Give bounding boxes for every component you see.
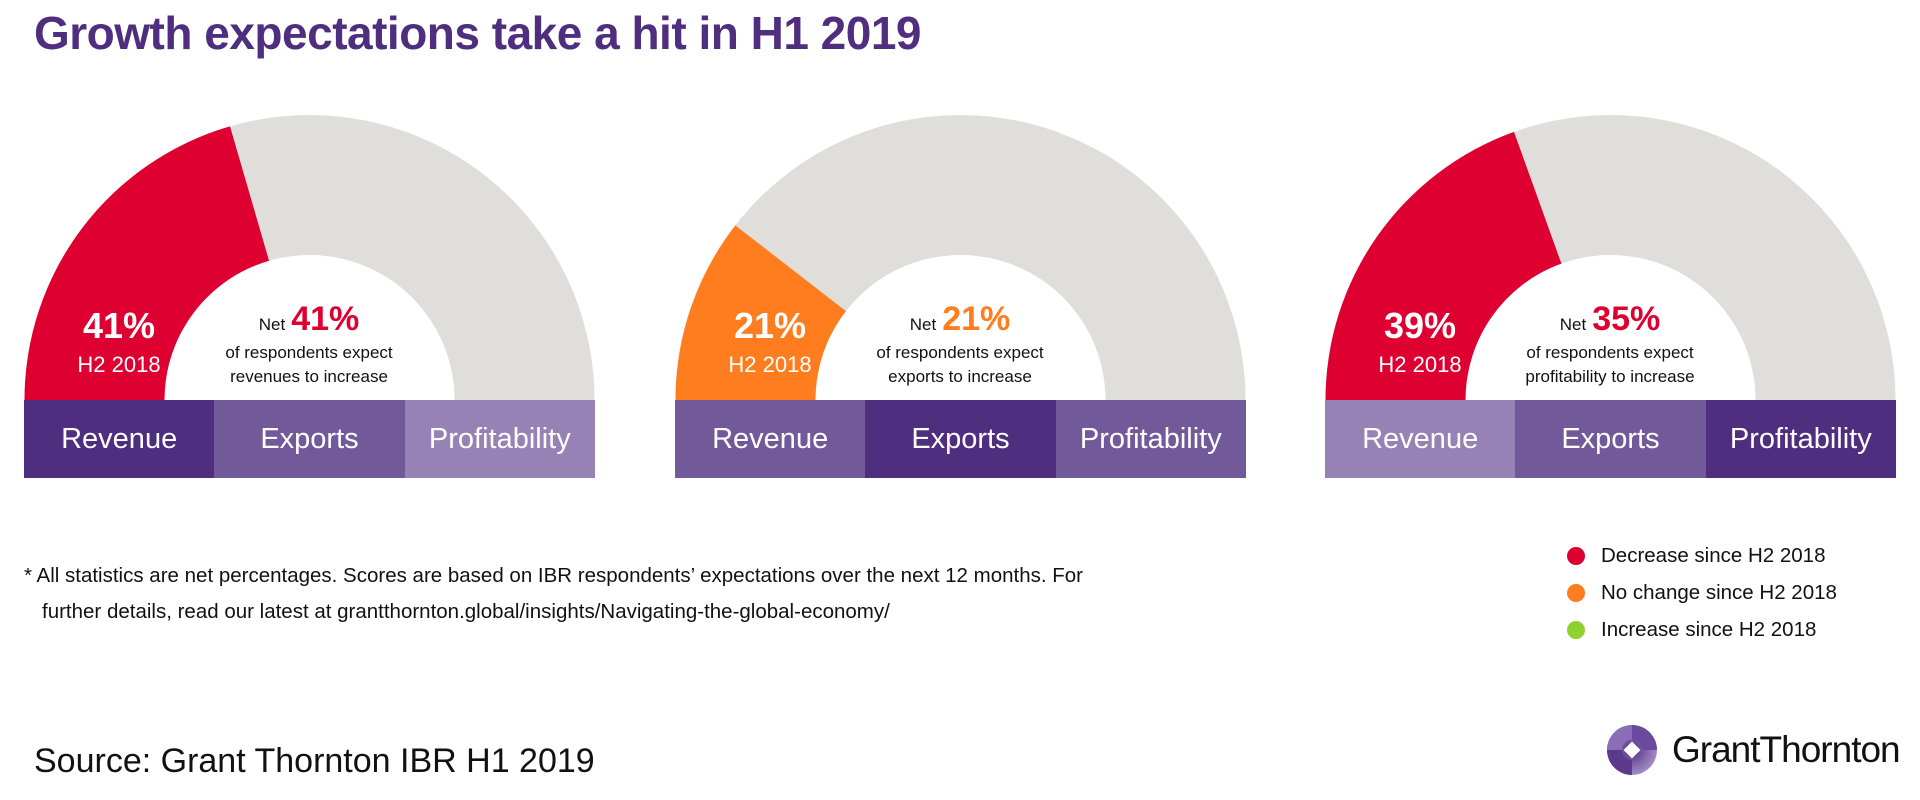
net-description-2: revenues to increase [230,367,388,386]
net-summary: Net 41% of respondents expect revenues to… [189,300,429,389]
previous-period: H2 2018 [1378,352,1462,377]
grant-thornton-swirl-icon [1607,725,1657,775]
net-description-1: of respondents expect [1526,343,1694,362]
net-value: 41% [291,300,360,338]
legend: Decrease since H2 2018 No change since H… [1567,537,1837,648]
orange-dot-icon [1567,583,1585,602]
legend-label: Decrease since H2 2018 [1601,543,1826,567]
net-description-1: of respondents expect [225,343,393,362]
legend-label: No change since H2 2018 [1601,580,1837,604]
gauge-arc [24,115,595,400]
net-label: Net [909,315,937,334]
previous-percentage: 41% [82,305,156,346]
metric-tabs: Revenue Exports Profitability [675,400,1246,478]
net-label: Net [258,315,286,334]
tab-revenue[interactable]: Revenue [24,400,215,478]
gauge-exports: 21% H2 2018 Net 21% of respondents expect… [675,100,1246,480]
gauge-arc [675,115,1246,400]
gauge-revenue: 41% H2 2018 Net 41% of respondents expect… [24,100,595,480]
gauge-fill [24,126,270,400]
footnote-line-1: * All statistics are net percentages. Sc… [24,564,1083,587]
net-value: 35% [1592,300,1661,338]
tab-revenue[interactable]: Revenue [1325,400,1516,478]
legend-item-increase: Increase since H2 2018 [1567,611,1837,648]
tab-revenue[interactable]: Revenue [675,400,866,478]
tab-profitability[interactable]: Profitability [1705,400,1896,478]
previous-percentage: 39% [1383,305,1457,346]
gauge-profitability: 39% H2 2018 Net 35% of respondents expect… [1325,100,1896,480]
legend-item-decrease: Decrease since H2 2018 [1567,537,1837,574]
legend-label: Increase since H2 2018 [1601,617,1817,641]
footnote: * All statistics are net percentages. Sc… [24,558,1284,630]
source-note: Source: Grant Thornton IBR H1 2019 [34,742,595,780]
red-dot-icon [1567,546,1585,565]
net-value: 21% [942,300,1011,338]
previous-period: H2 2018 [728,352,812,377]
metric-tabs: Revenue Exports Profitability [24,400,595,478]
gauge-fill [1325,131,1562,400]
logo-text: GrantThornton [1672,729,1901,770]
grant-thornton-logo: GrantThornton [1606,724,1901,776]
net-description-1: of respondents expect [876,343,1044,362]
page-title: Growth expectations take a hit in H1 201… [34,7,922,59]
net-summary: Net 35% of respondents expect profitabili… [1490,300,1730,389]
footnote-line-2: further details, read our latest at gran… [42,600,890,623]
tab-profitability[interactable]: Profitability [1055,400,1246,478]
green-dot-icon [1567,620,1585,639]
net-description-2: exports to increase [888,367,1032,386]
tab-profitability[interactable]: Profitability [404,400,595,478]
tab-exports[interactable]: Exports [214,400,405,478]
net-description-2: profitability to increase [1525,367,1695,386]
previous-period: H2 2018 [77,352,161,377]
gauge-arc [1325,115,1896,400]
net-label: Net [1559,315,1587,334]
legend-item-no-change: No change since H2 2018 [1567,574,1837,611]
net-summary: Net 21% of respondents expect exports to … [840,300,1080,389]
gauge-fill [675,225,846,400]
tab-exports[interactable]: Exports [1515,400,1706,478]
tab-exports[interactable]: Exports [865,400,1056,478]
previous-percentage: 21% [733,305,807,346]
metric-tabs: Revenue Exports Profitability [1325,400,1896,478]
